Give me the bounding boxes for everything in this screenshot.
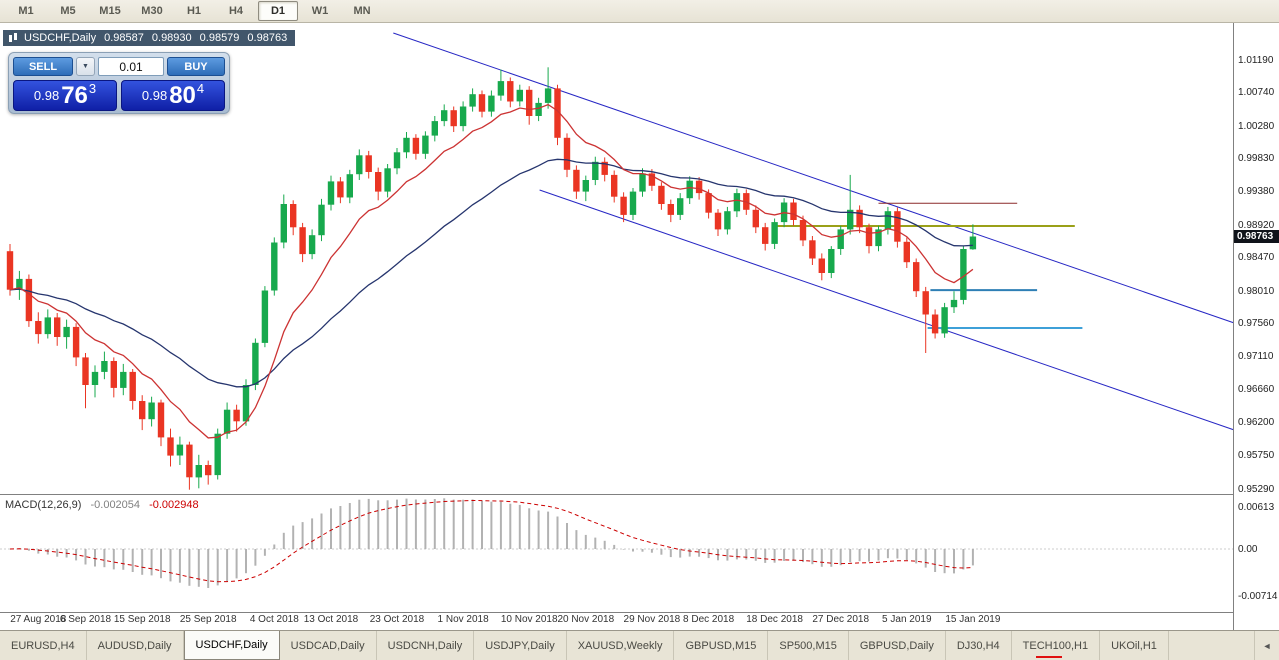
date-label: 13 Oct 2018 bbox=[304, 614, 359, 625]
trendline[interactable] bbox=[393, 32, 1233, 325]
macd-axis-tick: 0.00613 bbox=[1238, 502, 1275, 514]
price-axis-tick: 0.98010 bbox=[1238, 285, 1275, 297]
price-axis-tick: 1.00280 bbox=[1238, 120, 1275, 132]
date-label: 23 Oct 2018 bbox=[370, 614, 425, 625]
price-axis-tick: 0.98470 bbox=[1238, 252, 1275, 264]
price-axis: 1.01190 1.00740 1.00280 0.99830 0.99380 0.989… bbox=[1233, 23, 1279, 630]
date-label: 18 Dec 2018 bbox=[746, 614, 803, 625]
price-axis-tick: 0.97110 bbox=[1238, 351, 1274, 363]
lot-dropdown-button[interactable]: ▼ bbox=[76, 57, 95, 76]
candlestick-chart-icon bbox=[8, 33, 19, 43]
tab-sp500-m15[interactable]: SP500,M15 bbox=[768, 631, 849, 660]
macd-signal-line bbox=[9, 499, 973, 583]
macd-histogram bbox=[18, 498, 974, 588]
macd-value: -0.002054 bbox=[90, 499, 141, 511]
date-label: 8 Dec 2018 bbox=[683, 614, 735, 625]
price-axis-tick: 0.96660 bbox=[1238, 383, 1275, 395]
date-label: 10 Nov 2018 bbox=[501, 614, 558, 625]
tab-audusd-daily[interactable]: AUDUSD,Daily bbox=[87, 631, 184, 660]
date-label: 15 Sep 2018 bbox=[114, 614, 171, 625]
tab-eurusd-h4[interactable]: EURUSD,H4 bbox=[0, 631, 87, 660]
macd-name: MACD(12,26,9) bbox=[5, 499, 82, 511]
tab-gbpusd-daily[interactable]: GBPUSD,Daily bbox=[849, 631, 946, 660]
chart-symbol-label: USDCHF,Daily bbox=[24, 32, 97, 44]
date-label: 27 Dec 2018 bbox=[812, 614, 869, 625]
ask-price-button[interactable]: 0.98 80 4 bbox=[121, 80, 225, 111]
sell-button[interactable]: SELL bbox=[13, 57, 73, 76]
candles-layer bbox=[6, 67, 977, 490]
bid-price-pip: 3 bbox=[88, 81, 97, 96]
ask-price-main: 80 bbox=[169, 81, 196, 109]
tab-usdcnh-daily[interactable]: USDCNH,Daily bbox=[377, 631, 475, 660]
date-label: 5 Jan 2019 bbox=[882, 614, 932, 625]
date-label: 4 Oct 2018 bbox=[250, 614, 299, 625]
date-label: 25 Sep 2018 bbox=[180, 614, 237, 625]
tab-usdcad-daily[interactable]: USDCAD,Daily bbox=[280, 631, 377, 660]
chart-tab-bar: EURUSD,H4 AUDUSD,Daily USDCHF,Daily USDCAD,… bbox=[0, 630, 1279, 660]
lot-size-input[interactable] bbox=[98, 57, 164, 76]
timeframe-button-d1[interactable]: D1 bbox=[258, 1, 298, 21]
macd-signal-value: -0.002948 bbox=[149, 499, 199, 511]
timeframe-button-w1[interactable]: W1 bbox=[311, 5, 329, 17]
tab-usdchf-daily[interactable]: USDCHF,Daily bbox=[183, 631, 280, 660]
macd-axis-tick: 0.00 bbox=[1238, 543, 1258, 555]
timeframe-button-h1[interactable]: H1 bbox=[186, 5, 202, 17]
date-label: 20 Nov 2018 bbox=[557, 614, 614, 625]
price-axis-tick: 1.00740 bbox=[1238, 87, 1275, 99]
timeframe-button-m1[interactable]: M1 bbox=[18, 5, 34, 17]
timeframe-button-mn[interactable]: MN bbox=[353, 5, 371, 17]
date-label: 27 Aug 2018 bbox=[10, 614, 67, 625]
chart-high-value: 0.98930 bbox=[151, 32, 192, 44]
timeframe-button-m15[interactable]: M15 bbox=[99, 5, 121, 17]
date-label: 6 Sep 2018 bbox=[60, 614, 112, 625]
price-axis-tick: 0.99830 bbox=[1238, 153, 1275, 165]
chart-close-value: 0.98763 bbox=[247, 32, 288, 44]
current-price-badge: 0.98763 bbox=[1234, 230, 1279, 243]
one-click-trading-panel: SELL ▼ BUY 0.98 76 3 0.98 80 4 bbox=[8, 52, 230, 114]
bid-price-button[interactable]: 0.98 76 3 bbox=[13, 80, 117, 111]
tab-usdjpy-daily[interactable]: USDJPY,Daily bbox=[474, 631, 567, 660]
date-label: 15 Jan 2019 bbox=[945, 614, 1000, 625]
macd-indicator-label: MACD(12,26,9) -0.002054 -0.002948 bbox=[5, 499, 199, 511]
ask-price-prefix: 0.98 bbox=[141, 88, 168, 103]
chevron-down-icon: ▼ bbox=[82, 63, 89, 70]
ma-fast-line bbox=[9, 103, 974, 439]
bid-price-prefix: 0.98 bbox=[33, 88, 60, 103]
timeframe-toolbar: M1 M5 M15 M30 H1 H4 D1 W1 MN bbox=[0, 0, 1279, 23]
price-axis-tick: 0.97560 bbox=[1238, 318, 1275, 330]
date-label: 1 Nov 2018 bbox=[438, 614, 490, 625]
tab-tech100-h1[interactable]: TECH100,H1 bbox=[1012, 631, 1101, 660]
ma-slow-line bbox=[9, 158, 973, 388]
tab-gbpusd-m15[interactable]: GBPUSD,M15 bbox=[674, 631, 769, 660]
price-axis-tick: 0.99380 bbox=[1238, 186, 1275, 198]
chart-low-value: 0.98579 bbox=[199, 32, 240, 44]
tab-dj30-h4[interactable]: DJ30,H4 bbox=[946, 631, 1012, 660]
price-axis-tick: 0.96200 bbox=[1238, 417, 1275, 429]
tab-xauusd-weekly[interactable]: XAUUSD,Weekly bbox=[567, 631, 675, 660]
bid-price-main: 76 bbox=[61, 81, 88, 109]
tab-ukoil-h1[interactable]: UKOil,H1 bbox=[1100, 631, 1169, 660]
buy-button[interactable]: BUY bbox=[167, 57, 225, 76]
price-axis-tick: 0.95290 bbox=[1238, 483, 1275, 495]
timeframe-button-m5[interactable]: M5 bbox=[60, 5, 76, 17]
red-underline-mark bbox=[1036, 656, 1062, 658]
price-axis-tick: 1.01190 bbox=[1238, 54, 1274, 66]
timeframe-button-m30[interactable]: M30 bbox=[141, 5, 163, 17]
price-axis-tick: 0.98920 bbox=[1238, 219, 1275, 231]
chart-title-strip: USDCHF,Daily 0.98587 0.98930 0.98579 0.9… bbox=[3, 30, 296, 46]
price-axis-tick: 0.95750 bbox=[1238, 450, 1275, 462]
chart-area[interactable]: 27 Aug 2018 6 Sep 2018 15 Sep 2018 25 Sep 2… bbox=[0, 23, 1233, 630]
date-label: 29 Nov 2018 bbox=[624, 614, 681, 625]
macd-axis-tick: -0.00714 bbox=[1238, 591, 1278, 603]
timeframe-button-h4[interactable]: H4 bbox=[228, 5, 244, 17]
chart-open-value: 0.98587 bbox=[104, 32, 144, 44]
tab-scroll-left-icon[interactable]: ◄ bbox=[1254, 631, 1279, 660]
ask-price-pip: 4 bbox=[196, 81, 205, 96]
trendline[interactable] bbox=[539, 189, 1233, 432]
